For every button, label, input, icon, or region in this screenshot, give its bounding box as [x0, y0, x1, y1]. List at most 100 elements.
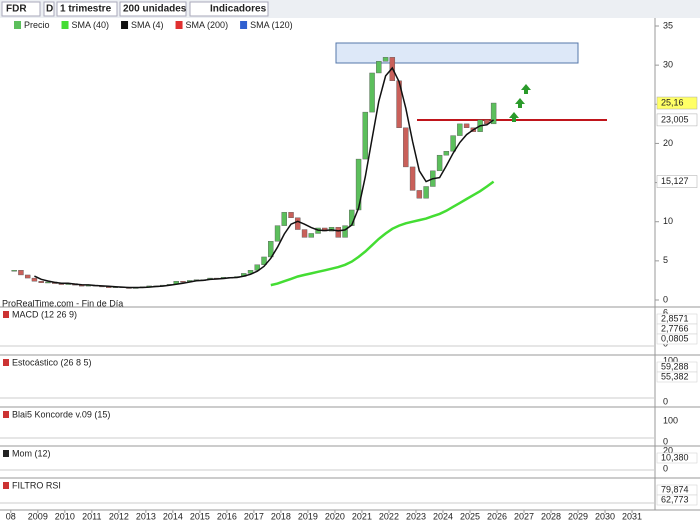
panel-icon: [3, 411, 9, 418]
legend-swatch: [61, 21, 69, 29]
price-badge: [656, 96, 698, 110]
x-tick-label: 2012: [109, 511, 129, 521]
candle: [484, 119, 490, 125]
panel-icon: [3, 311, 9, 318]
price-label: 25,16: [661, 97, 684, 107]
candle: [335, 226, 342, 238]
candle: [490, 102, 497, 125]
legend-label: SMA (200): [186, 20, 229, 30]
x-tick-label: 2021: [352, 511, 372, 521]
candle: [281, 212, 287, 226]
candle: [18, 270, 24, 276]
y-tick-label: 35: [663, 20, 673, 30]
candle: [288, 212, 294, 219]
symbol-box[interactable]: [1, 1, 41, 17]
x-tick-label: 2024: [433, 511, 453, 521]
x-tick-label: 2011: [82, 511, 101, 521]
candle: [180, 281, 186, 283]
y-tick-label: 10: [663, 216, 673, 226]
x-tick-label: 2010: [55, 511, 75, 521]
x-tick-label: 2013: [136, 511, 156, 521]
candle: [382, 57, 389, 62]
indicators[interactable]: Indicadores: [210, 4, 267, 15]
price-label: 23,005: [661, 114, 689, 124]
legend-label: Precio: [24, 20, 50, 30]
panel-name: FILTRO RSI: [12, 480, 61, 490]
candle: [416, 190, 423, 199]
panel-tick-label: 0: [663, 396, 668, 406]
readout: 62,773: [661, 494, 689, 504]
candle: [362, 111, 369, 160]
candle: [11, 270, 17, 272]
mode-box[interactable]: [43, 1, 55, 17]
x-tick-label: 2016: [217, 511, 237, 521]
readout: 2,7766: [661, 323, 689, 333]
x-tick-label: 2018: [271, 511, 291, 521]
panel-name: Estocástico (26 8 5): [12, 357, 92, 367]
candle: [450, 135, 456, 152]
panel-icon: [3, 450, 9, 457]
price-badge: [656, 175, 698, 188]
plot: 08 2009 2010 2011 2012 2013 2014 2015 2016 2017 20…: [6, 57, 642, 521]
x-tick-label: 2028: [541, 511, 561, 521]
y-tick-label: 0: [663, 294, 668, 304]
arrow: [515, 98, 525, 108]
panel-tick-label: 6: [663, 307, 668, 317]
price-badge: [656, 113, 698, 127]
legend-label: SMA (4): [131, 20, 164, 30]
candle: [403, 127, 409, 168]
panel-icon: [3, 359, 9, 366]
legend-swatch: [175, 21, 183, 29]
sma-line: [270, 180, 495, 287]
price-label: 15,127: [661, 176, 689, 186]
candle: [24, 274, 31, 279]
x-tick-label: 2009: [28, 511, 48, 521]
period-box[interactable]: [56, 1, 118, 17]
indicators-box[interactable]: [189, 1, 269, 17]
readout: 79,874: [661, 484, 689, 494]
panel-icon: [3, 482, 9, 489]
x-tick-label: 2015: [190, 511, 210, 521]
candle: [369, 72, 375, 113]
symbol[interactable]: FDR: [6, 4, 27, 15]
readout: 10,380: [661, 452, 689, 462]
readout-badge: [656, 452, 698, 464]
readout: 55,382: [661, 371, 689, 381]
candle: [342, 225, 348, 238]
x-tick-label: 2027: [514, 511, 534, 521]
candle: [409, 166, 416, 191]
x-tick-label: 2022: [379, 511, 399, 521]
candle: [247, 270, 254, 274]
legend-swatch: [14, 21, 21, 29]
period[interactable]: 1 trimestre: [60, 4, 112, 15]
readout: 0,0805: [661, 333, 689, 343]
x-tick-label: 2029: [568, 511, 588, 521]
panel-tick-label: 100: [663, 355, 678, 365]
legend-bar: [0, 18, 700, 32]
panel-name: Mom (12): [12, 448, 51, 458]
legend-swatch: [121, 21, 129, 29]
readout-badge: [656, 494, 698, 506]
candle: [301, 229, 308, 238]
candle: [423, 186, 429, 199]
candle: [45, 281, 51, 284]
units-box[interactable]: [119, 1, 187, 17]
x-tick-label: 2025: [460, 511, 480, 521]
x-tick-label: 2023: [406, 511, 426, 521]
mode[interactable]: D: [46, 4, 53, 15]
readout: 59,288: [661, 361, 689, 371]
candle: [261, 256, 267, 265]
x-tick-label: 2030: [595, 511, 615, 521]
candle: [376, 61, 382, 74]
arrow: [521, 84, 531, 94]
y-tick-label: 5: [663, 255, 668, 265]
units[interactable]: 200 unidades: [123, 4, 187, 15]
x-tick-label: 2014: [163, 511, 183, 521]
candle: [31, 277, 38, 282]
source: ProRealTime.com - Fin de Día: [2, 298, 123, 308]
panel-name: MACD (12 26 9): [12, 309, 77, 319]
highlight-box[interactable]: [335, 42, 579, 64]
x-tick-label: 08: [6, 511, 16, 521]
x-tick-label: 2017: [244, 511, 264, 521]
